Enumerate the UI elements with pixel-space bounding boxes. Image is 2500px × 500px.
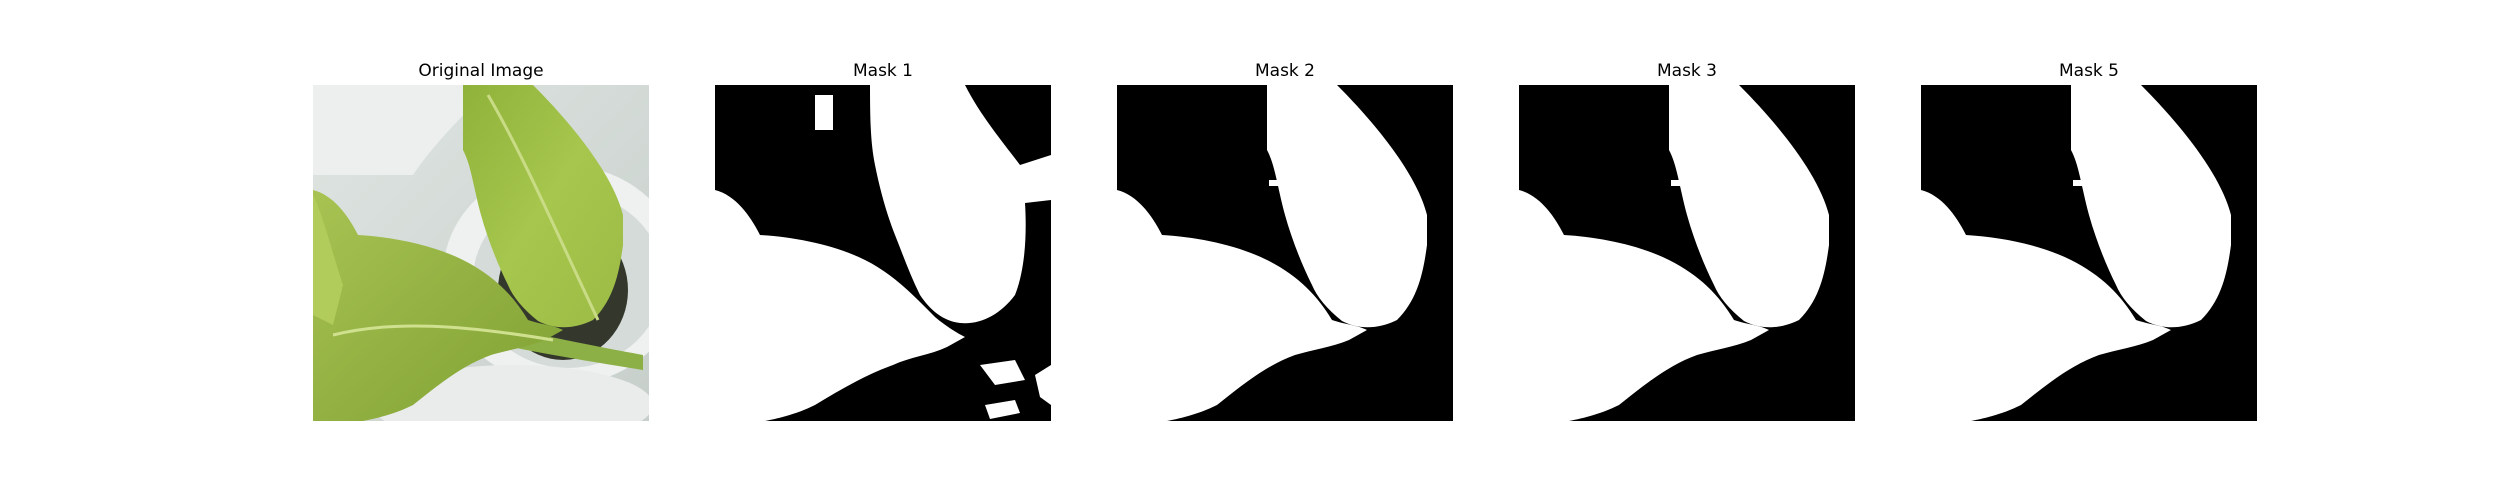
original-photo xyxy=(313,85,649,421)
panel-title: Mask 2 xyxy=(1254,61,1315,81)
panel-title: Mask 1 xyxy=(852,61,913,81)
mask-image xyxy=(1117,85,1453,421)
mask-image xyxy=(1921,85,2257,421)
panel-mask-2: Mask 2 xyxy=(1117,0,1453,500)
panel-mask-5: Mask 5 xyxy=(1921,0,2257,500)
mask-image xyxy=(1519,85,1855,421)
panel-mask-3: Mask 3 xyxy=(1519,0,1855,500)
panel-title: Original Image xyxy=(418,61,544,81)
panel-original: Original Image xyxy=(313,0,649,500)
mask-image xyxy=(715,85,1051,421)
panel-mask-1: Mask 1 xyxy=(715,0,1051,500)
panel-title: Mask 3 xyxy=(1656,61,1717,81)
panel-title: Mask 5 xyxy=(2058,61,2119,81)
